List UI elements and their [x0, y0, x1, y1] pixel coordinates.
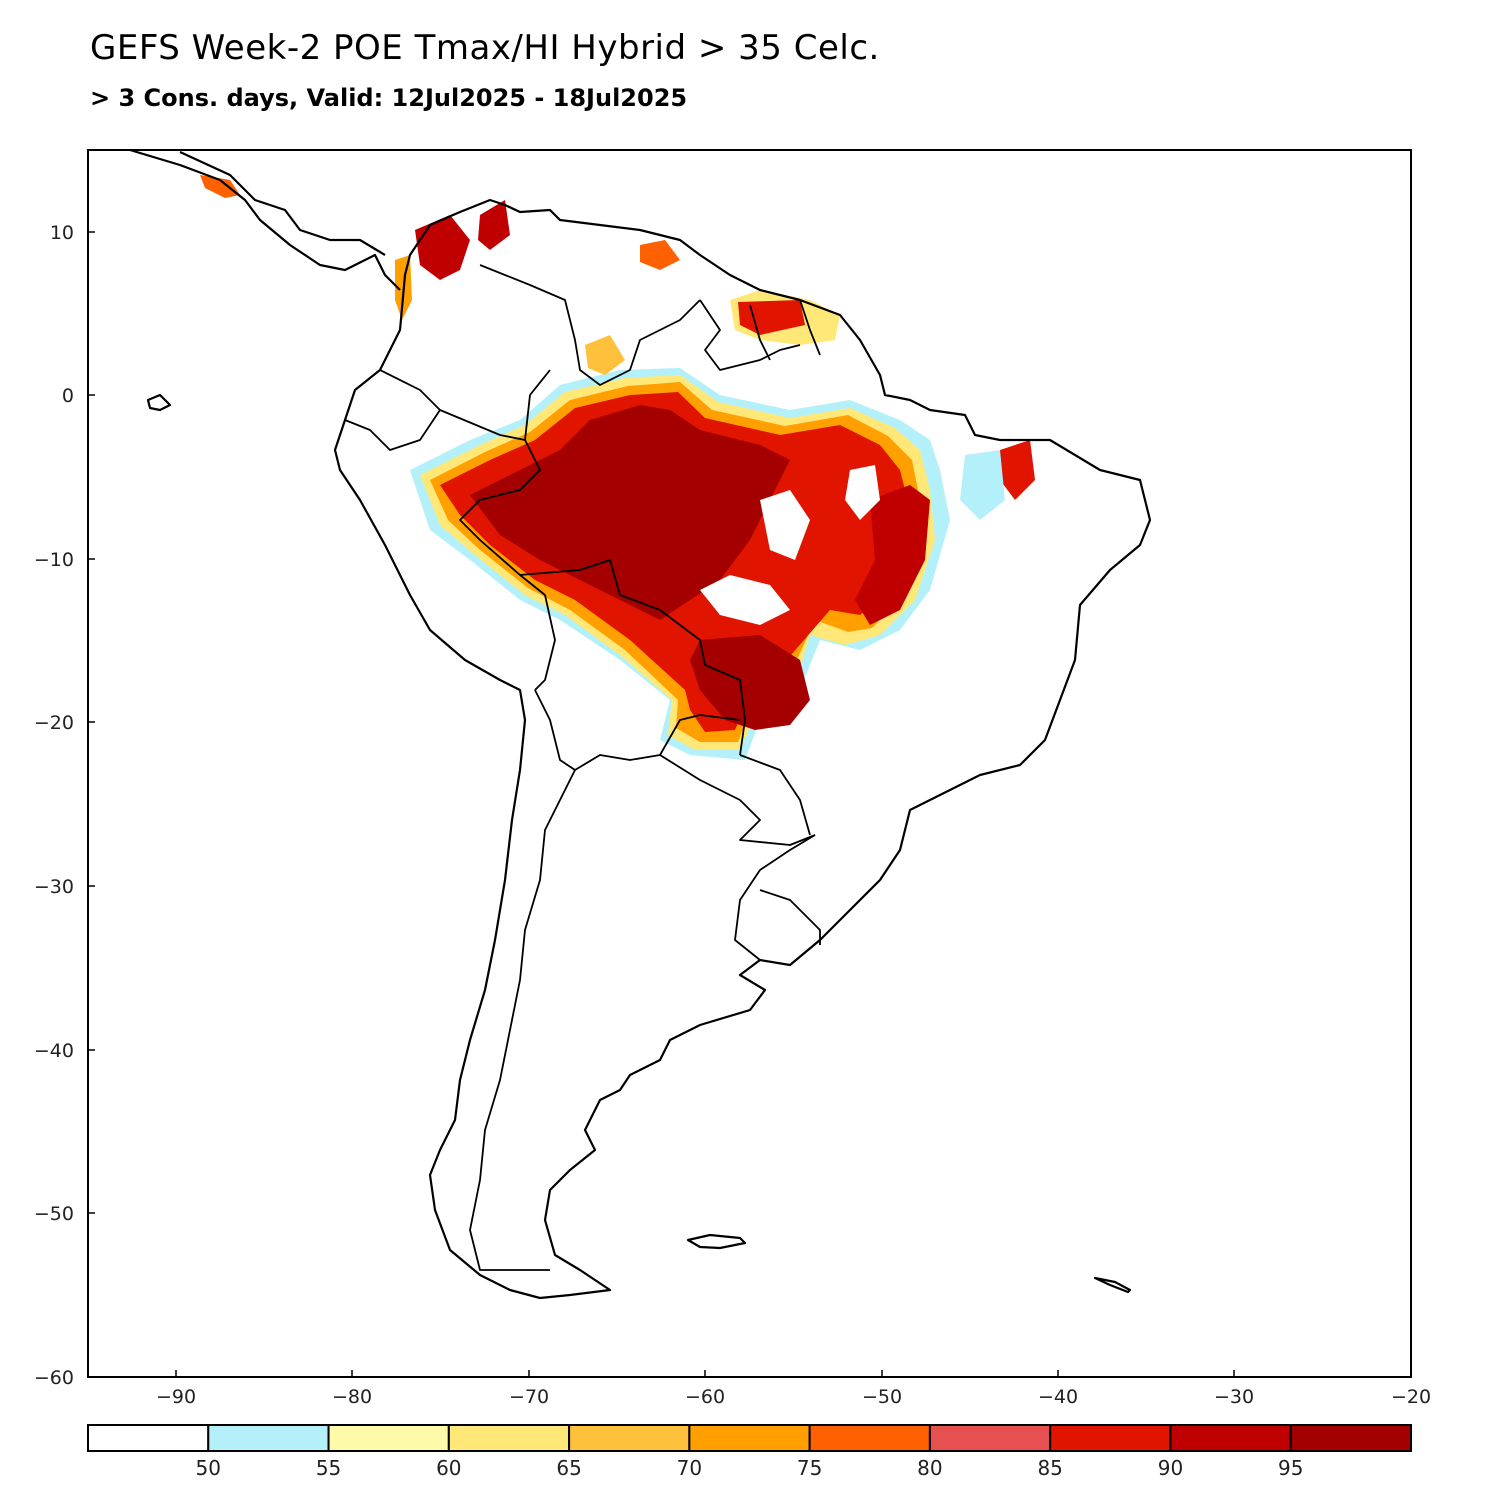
shade-venezuela-nw: [478, 200, 510, 250]
border-peru-brazil: [459, 439, 546, 596]
shade-para-darkred: [855, 485, 930, 625]
lon-tick-label: −60: [685, 1386, 725, 1408]
probability-shading: [200, 175, 1035, 760]
colorbar-swatch: [568, 1424, 691, 1452]
shade-mato-grosso-darkred: [690, 635, 810, 730]
coastlines: [129, 148, 1152, 1300]
colorbar-swatch: [447, 1424, 571, 1452]
border-paraguay-argentina: [659, 754, 816, 846]
lat-axis: [88, 231, 95, 1378]
border-bolivia-chile: [534, 689, 576, 771]
shade-gap-3: [845, 465, 880, 520]
colorbar-label: 65: [556, 1456, 581, 1480]
colorbar-swatch: [1049, 1424, 1172, 1452]
falkland-islands: [686, 1233, 747, 1250]
border-colombia-peru: [379, 369, 551, 441]
shade-colombia-north: [415, 215, 470, 280]
colorbar-swatch: [1289, 1424, 1413, 1452]
lat-tick-label: −10: [34, 549, 74, 571]
plot-frame: [87, 149, 1412, 1378]
shade-gap-1: [760, 490, 810, 560]
lon-tick-label: −80: [332, 1386, 372, 1408]
south-georgia: [1093, 1276, 1132, 1294]
colorbar-swatch: [928, 1424, 1052, 1452]
lat-tick-labels: 10 0 −10 −20 −30 −40 −50 −60: [34, 222, 74, 1389]
colorbar-swatch: [87, 1424, 210, 1452]
lat-tick-label: −50: [34, 1203, 74, 1225]
border-suriname: [749, 304, 771, 361]
colorbar-label: 50: [196, 1456, 221, 1480]
border-brazil-bolivia: [519, 559, 746, 756]
shade-venezuela-coast: [640, 240, 680, 270]
lon-tick-label: −30: [1214, 1386, 1254, 1408]
shade-gap-2: [700, 575, 790, 625]
shade-venezuela-south: [585, 335, 625, 375]
lon-tick-labels: −90 −80 −70 −60 −50 −40 −30 −20: [156, 1386, 1431, 1408]
colorbar-swatch: [207, 1424, 330, 1452]
colorbar-label: 60: [436, 1456, 461, 1480]
border-argentina-uruguay-brazil: [734, 834, 816, 961]
lat-tick-label: 0: [62, 385, 74, 407]
galapagos: [146, 393, 172, 412]
border-paraguay-brazil: [739, 754, 811, 836]
border-peru-bolivia: [534, 594, 556, 691]
colorbar: [87, 1424, 1413, 1452]
shade-guyana-red: [738, 300, 805, 335]
shade-central-america: [200, 175, 240, 198]
central-america-coastline: [129, 148, 401, 291]
colorbar-swatch: [808, 1424, 931, 1452]
border-ecuador-peru: [344, 409, 441, 451]
country-borders: [344, 264, 821, 1271]
border-uruguay-brazil: [759, 889, 821, 945]
central-america-north-coast: [179, 151, 386, 256]
shade-ne-brazil: [1000, 440, 1035, 500]
lat-tick-label: 10: [50, 222, 74, 244]
map-title: GEFS Week-2 POE Tmax/HI Hybrid > 35 Celc…: [90, 28, 880, 68]
lat-tick-label: −60: [34, 1367, 74, 1389]
lon-tick-label: −90: [156, 1386, 196, 1408]
colorbar-label: 55: [316, 1456, 341, 1480]
lat-tick-label: −20: [34, 712, 74, 734]
colorbar-swatch: [327, 1424, 450, 1452]
lon-tick-label: −70: [509, 1386, 549, 1408]
border-guyana: [699, 299, 801, 371]
colorbar-label: 70: [677, 1456, 702, 1480]
lat-tick-label: −40: [34, 1040, 74, 1062]
colorbar-label: 85: [1037, 1456, 1062, 1480]
shade-ne-cyan: [960, 450, 1005, 520]
colorbar-label: 75: [797, 1456, 822, 1480]
colorbar-labels: 50 55 60 65 70 75 80 85 90 95: [196, 1456, 1304, 1480]
lon-tick-label: −40: [1038, 1386, 1078, 1408]
border-colombia-venezuela: [479, 264, 701, 386]
lon-tick-label: −20: [1391, 1386, 1431, 1408]
colorbar-label: 90: [1158, 1456, 1183, 1480]
colorbar-label: 80: [917, 1456, 942, 1480]
colorbar-swatch: [1169, 1424, 1292, 1452]
border-chile-argentina: [469, 769, 576, 1271]
lat-tick-label: −30: [34, 876, 74, 898]
lon-tick-label: −50: [862, 1386, 902, 1408]
shade-amazon-darkred: [470, 405, 790, 620]
colorbar-swatch: [688, 1424, 811, 1452]
lon-axis: [175, 1370, 1412, 1377]
colorbar-label: 95: [1278, 1456, 1303, 1480]
map-subtitle: > 3 Cons. days, Valid: 12Jul2025 - 18Jul…: [90, 84, 688, 112]
border-french-guiana: [799, 299, 821, 356]
